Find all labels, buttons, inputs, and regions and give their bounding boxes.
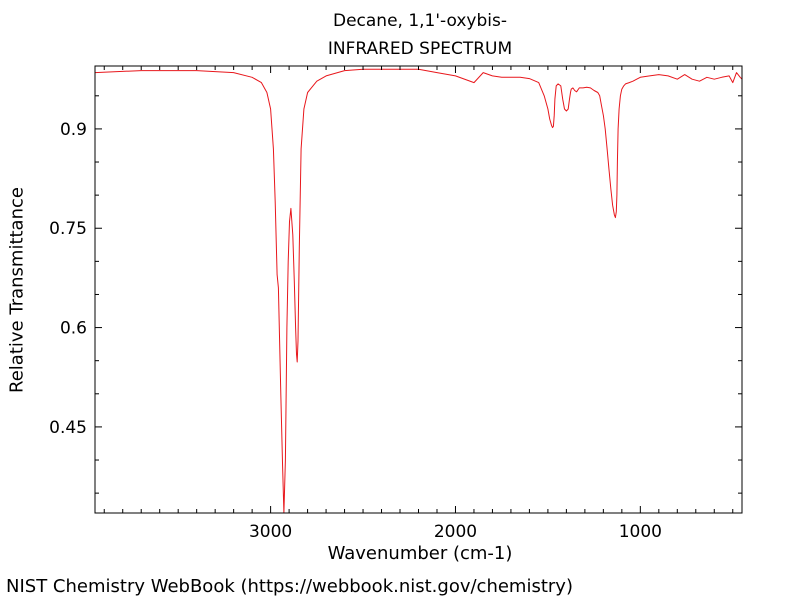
- y-tick-label: 0.9: [60, 120, 87, 140]
- plot-frame: [94, 65, 743, 514]
- x-tick-label: 1000: [619, 522, 662, 542]
- source-footer: NIST Chemistry WebBook (https://webbook.…: [6, 576, 573, 597]
- x-tick-label: 3000: [249, 522, 292, 542]
- chart-subtitle: INFRARED SPECTRUM: [327, 39, 513, 59]
- y-tick-label: 0.6: [60, 319, 87, 339]
- y-axis-label: Relative Transmittance: [6, 187, 28, 393]
- chart-title: Decane, 1,1'-oxybis-: [332, 11, 508, 31]
- spectrum-line-0: [95, 68, 742, 513]
- y-tick-label: 0.75: [49, 219, 87, 239]
- x-tick-label: 2000: [434, 522, 477, 542]
- y-tick-label: 0.45: [49, 418, 87, 438]
- x-axis-label: Wavenumber (cm-1): [327, 543, 513, 564]
